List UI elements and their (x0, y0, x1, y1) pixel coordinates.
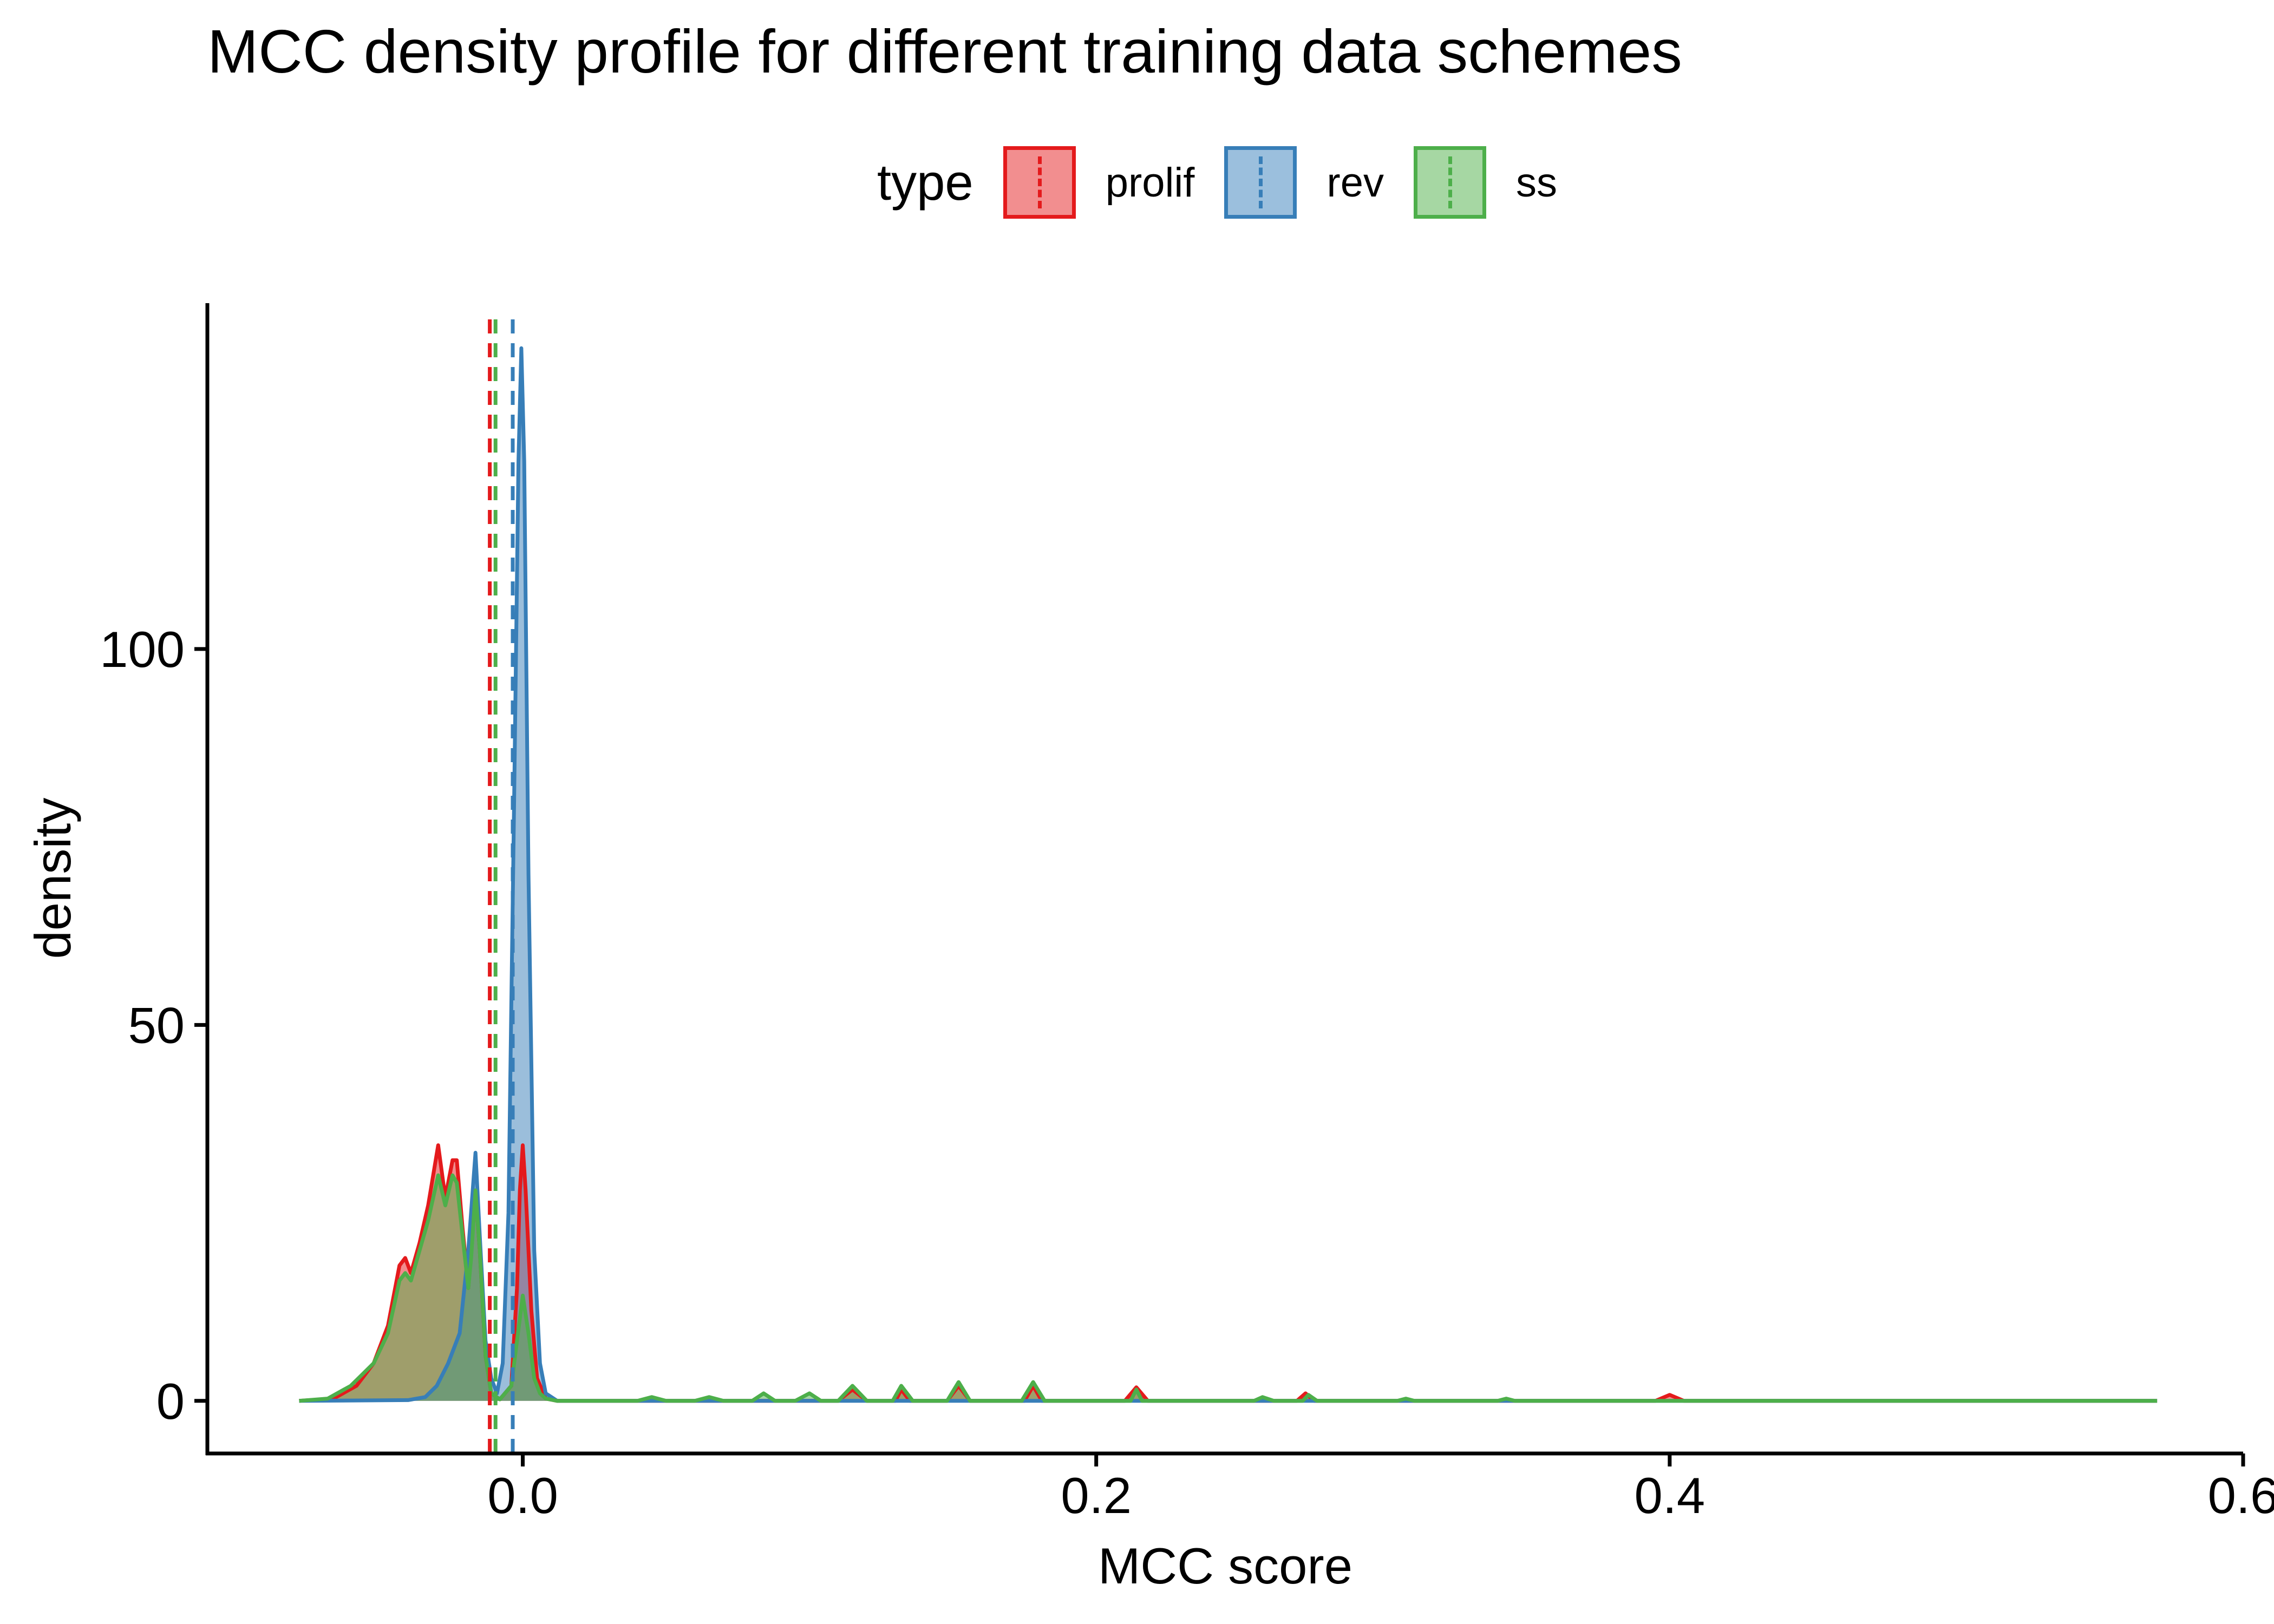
y-tick-label: 0 (156, 1373, 185, 1430)
density-area-ss (299, 1175, 2158, 1401)
x-axis-title: MCC score (1098, 1537, 1352, 1594)
density-area-rev (299, 348, 2158, 1401)
legend-key-rev (1224, 146, 1297, 219)
legend-key-ss (1414, 146, 1486, 219)
legend-key-prolif (1003, 146, 1076, 219)
y-tick-label: 100 (100, 621, 185, 678)
y-tick-label: 50 (128, 997, 185, 1053)
legend-label-rev: rev (1327, 159, 1384, 206)
x-tick-label: 0.0 (487, 1467, 558, 1524)
legend-label-ss: ss (1516, 159, 1557, 206)
density-area-prolif (299, 1145, 2158, 1401)
density-line-ss (299, 1173, 2158, 1403)
density-line-prolif (299, 1143, 2158, 1403)
density-layer (299, 346, 2158, 1403)
legend-title: type (877, 154, 973, 211)
density-line-rev (299, 346, 2158, 1403)
axes-layer: 0.0 0.2 0.4 0.6 0 50 100 MCC score density (24, 303, 2274, 1594)
x-tick-label: 0.6 (2208, 1467, 2274, 1524)
legend: type prolif rev ss (877, 142, 1587, 223)
legend-item-prolif[interactable]: prolif (1003, 146, 1195, 219)
y-axis-title: density (24, 798, 81, 959)
legend-label-prolif: prolif (1105, 159, 1195, 206)
legend-item-rev[interactable]: rev (1224, 146, 1384, 219)
x-tick-label: 0.4 (1635, 1467, 1706, 1524)
chart-title: MCC density profile for different traini… (207, 17, 1682, 86)
legend-item-ss[interactable]: ss (1414, 146, 1557, 219)
x-tick-label: 0.2 (1061, 1467, 1132, 1524)
